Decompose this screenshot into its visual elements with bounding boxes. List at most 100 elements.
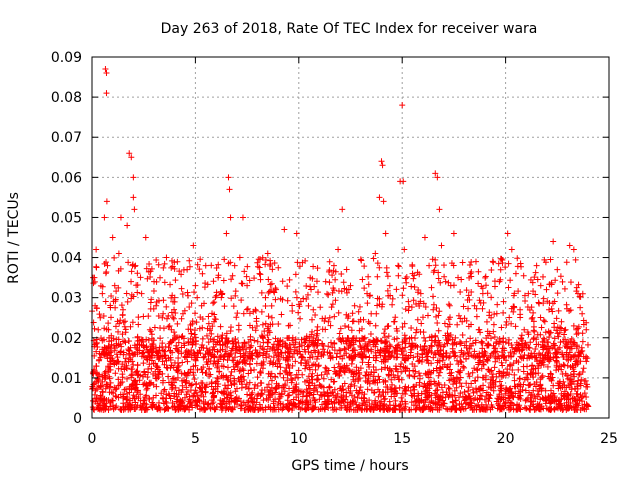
data-point bbox=[183, 384, 190, 391]
data-point bbox=[456, 369, 463, 376]
data-point bbox=[208, 397, 215, 404]
data-point bbox=[336, 330, 343, 337]
data-point bbox=[229, 345, 236, 352]
data-point bbox=[169, 375, 176, 382]
data-point bbox=[382, 378, 389, 385]
data-point bbox=[397, 363, 404, 370]
data-point bbox=[434, 394, 441, 401]
data-point bbox=[153, 363, 160, 370]
data-point bbox=[190, 372, 197, 379]
data-point bbox=[578, 348, 585, 355]
data-point bbox=[109, 234, 116, 241]
data-point bbox=[154, 405, 161, 412]
data-point bbox=[391, 393, 398, 400]
data-point bbox=[168, 264, 175, 271]
data-point bbox=[339, 383, 346, 390]
data-point bbox=[240, 346, 247, 353]
data-point bbox=[455, 376, 462, 383]
data-point bbox=[326, 279, 333, 286]
data-point bbox=[537, 376, 544, 383]
data-point bbox=[577, 358, 584, 365]
data-point bbox=[322, 326, 329, 333]
data-point bbox=[574, 361, 581, 368]
data-point bbox=[475, 385, 482, 392]
data-point bbox=[522, 340, 529, 347]
data-point bbox=[564, 391, 571, 398]
data-point bbox=[347, 282, 354, 289]
data-point bbox=[160, 325, 167, 332]
data-point bbox=[523, 396, 530, 403]
data-point bbox=[410, 297, 417, 304]
data-point bbox=[540, 317, 547, 324]
data-point bbox=[161, 279, 168, 286]
data-point bbox=[119, 312, 126, 319]
data-point bbox=[134, 387, 141, 394]
data-point bbox=[310, 405, 317, 412]
data-point bbox=[305, 373, 312, 380]
data-point bbox=[573, 326, 580, 333]
data-point bbox=[338, 270, 345, 277]
data-point bbox=[515, 341, 522, 348]
data-point bbox=[314, 330, 321, 337]
data-point bbox=[90, 274, 97, 281]
data-point bbox=[548, 279, 555, 286]
data-point bbox=[356, 303, 363, 310]
data-point bbox=[113, 288, 120, 295]
data-point bbox=[365, 281, 372, 288]
data-point bbox=[469, 386, 476, 393]
data-point bbox=[265, 370, 272, 377]
data-point bbox=[392, 385, 399, 392]
data-point bbox=[462, 405, 469, 412]
data-point bbox=[178, 271, 185, 278]
data-point bbox=[100, 350, 107, 357]
data-point bbox=[234, 359, 241, 366]
data-point bbox=[545, 328, 552, 335]
data-point bbox=[115, 284, 122, 291]
x-tick-label: 5 bbox=[191, 431, 200, 447]
data-point bbox=[263, 395, 270, 402]
data-point bbox=[150, 394, 157, 401]
data-point bbox=[364, 300, 371, 307]
data-point bbox=[167, 347, 174, 354]
data-point bbox=[333, 369, 340, 376]
data-point bbox=[283, 364, 290, 371]
data-point bbox=[584, 383, 591, 390]
data-point bbox=[191, 327, 198, 334]
data-point bbox=[545, 393, 552, 400]
data-point bbox=[497, 266, 504, 273]
data-point bbox=[475, 326, 482, 333]
data-point bbox=[527, 352, 534, 359]
data-point bbox=[212, 294, 219, 301]
data-point bbox=[207, 404, 214, 411]
data-point bbox=[284, 377, 291, 384]
data-point bbox=[402, 400, 409, 407]
data-point bbox=[272, 335, 279, 342]
data-point bbox=[530, 387, 537, 394]
data-point bbox=[569, 378, 576, 385]
data-point bbox=[390, 318, 397, 325]
data-point bbox=[378, 338, 385, 345]
data-point bbox=[459, 259, 466, 266]
data-point bbox=[574, 393, 581, 400]
data-point bbox=[223, 230, 230, 237]
data-point bbox=[482, 273, 489, 280]
data-point bbox=[472, 378, 479, 385]
data-point bbox=[237, 398, 244, 405]
data-point bbox=[483, 282, 490, 289]
data-point bbox=[408, 324, 415, 331]
data-point bbox=[472, 395, 479, 402]
data-point bbox=[401, 357, 408, 364]
data-point bbox=[533, 379, 540, 386]
data-point bbox=[530, 318, 537, 325]
data-point bbox=[495, 368, 502, 375]
data-point bbox=[399, 339, 406, 346]
data-point bbox=[506, 314, 513, 321]
data-point bbox=[425, 348, 432, 355]
data-point bbox=[518, 347, 525, 354]
data-point bbox=[566, 242, 573, 249]
data-point bbox=[254, 382, 261, 389]
data-point bbox=[299, 399, 306, 406]
data-point bbox=[252, 306, 259, 313]
data-point bbox=[279, 278, 286, 285]
data-point bbox=[285, 322, 292, 329]
